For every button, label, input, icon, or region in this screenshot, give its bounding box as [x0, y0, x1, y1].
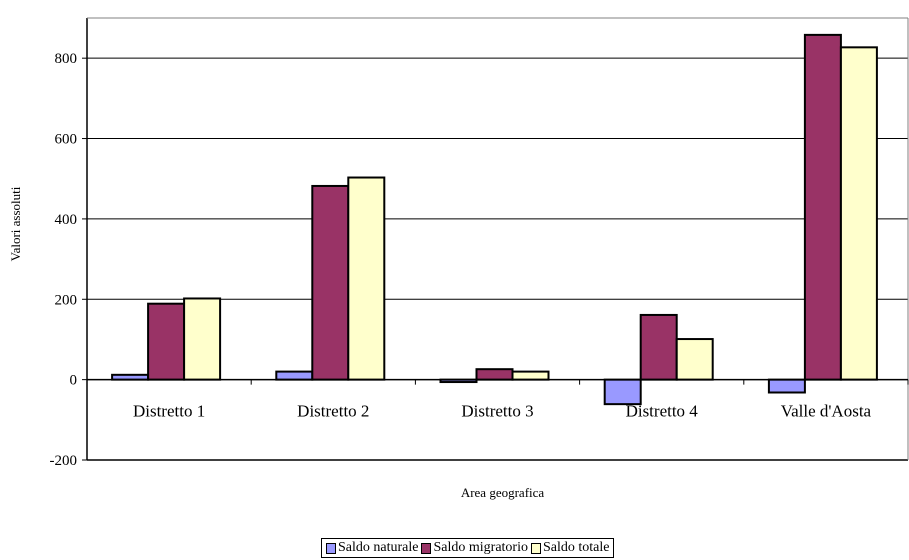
legend-item: Saldo migratorio	[421, 540, 528, 556]
bar	[803, 33, 842, 381]
bar	[511, 370, 550, 381]
y-tick-label: 200	[55, 292, 78, 308]
x-tick-label: Distretto 4	[626, 402, 699, 421]
bar	[639, 313, 678, 381]
y-axis-title: Valori assoluti	[8, 186, 23, 261]
bar	[183, 297, 222, 381]
legend-label: Saldo totale	[542, 540, 610, 555]
y-tick-labels: -200 0 200 400 600 800	[50, 51, 78, 469]
bar	[147, 302, 186, 381]
legend-swatch	[326, 542, 336, 554]
bar	[275, 370, 314, 381]
legend-swatch	[421, 542, 432, 554]
y-tick-label: 0	[70, 373, 78, 389]
bar	[475, 368, 514, 381]
legend-item: Saldo naturale	[326, 540, 418, 556]
legend-label: Saldo migratorio	[433, 540, 528, 555]
x-tick-labels: Distretto 1 Distretto 2 Distretto 3 Distret…	[133, 402, 872, 421]
bar	[839, 46, 878, 381]
bar	[767, 378, 806, 394]
legend-item: Saldo totale	[530, 540, 610, 556]
bar-chart: -200 0 200 400 600 800 Distretto 1 Distretto 2…	[8, 17, 909, 500]
bars	[111, 33, 878, 406]
y-tick-label: 800	[55, 51, 78, 67]
legend: Saldo naturale Saldo migratorio Saldo tota…	[321, 538, 615, 558]
x-tick-label: Distretto 1	[133, 402, 205, 421]
x-tick-label: Valle d'Aosta	[781, 402, 872, 421]
bar	[675, 338, 714, 381]
y-tick-label: 600	[55, 132, 78, 148]
x-tick-label: Distretto 2	[297, 402, 369, 421]
x-axis-title: Area geografica	[461, 485, 545, 500]
x-tick-label: Distretto 3	[461, 402, 533, 421]
y-tick-label: 400	[55, 212, 78, 228]
bar	[603, 378, 642, 406]
bar	[311, 184, 350, 381]
legend-swatch	[530, 542, 541, 554]
y-tick-label: -200	[50, 453, 78, 469]
axes	[82, 17, 909, 461]
bar	[347, 176, 386, 381]
legend-label: Saldo naturale	[338, 540, 419, 555]
